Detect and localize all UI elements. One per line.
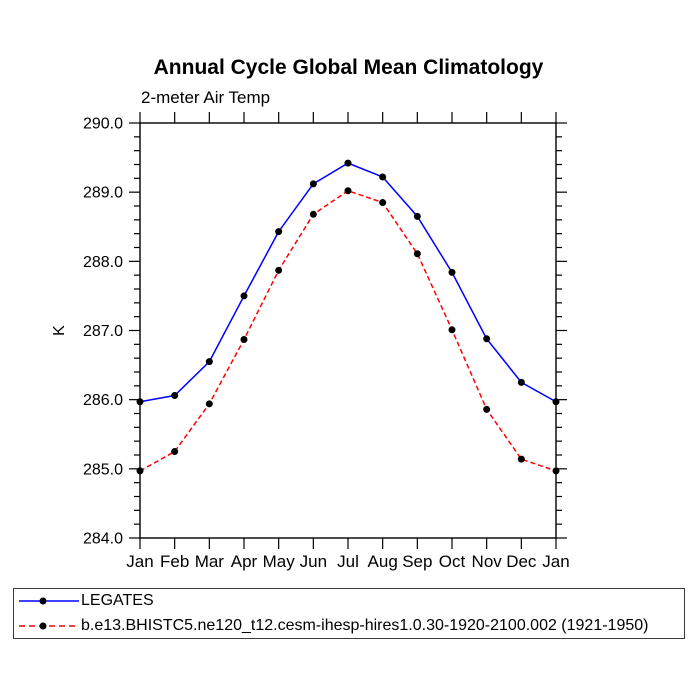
y-axis-title: K (51, 325, 68, 336)
data-point-marker (344, 187, 352, 195)
y-tick-label: 287.0 (83, 323, 123, 340)
x-tick-label: Apr (231, 552, 258, 571)
y-tick-label: 286.0 (83, 392, 123, 409)
x-tick-label: Jul (337, 552, 359, 571)
x-tick-label: Nov (472, 552, 503, 571)
legend-sample-blue-solid-line (19, 597, 79, 605)
y-tick-label: 285.0 (83, 461, 123, 478)
x-tick-label: Jan (126, 552, 153, 571)
legend-marker-dot (39, 622, 47, 630)
data-point-marker (205, 400, 213, 408)
chart-title: Annual Cycle Global Mean Climatology (153, 56, 544, 79)
data-point-marker (240, 292, 248, 300)
x-tick-label: Aug (368, 552, 398, 571)
legend-entry-legates: LEGATES (14, 589, 684, 614)
data-point-marker (171, 448, 179, 456)
data-point-marker (309, 180, 317, 188)
y-tick-label: 288.0 (83, 254, 123, 271)
plot-frame (139, 122, 557, 539)
legend-label-model: b.e13.BHISTC5.ne120_t12.cesm-ihesp-hires… (81, 616, 649, 634)
data-point-marker (552, 398, 560, 406)
data-point-marker (344, 159, 352, 167)
legend-label-legates: LEGATES (81, 592, 154, 610)
y-axis: 284.0 285.0 286.0 287.0 288.0 289.0 290.0 (83, 116, 567, 548)
legend-sample-red-dashed-line (19, 622, 79, 630)
data-point-marker (171, 392, 179, 400)
x-axis: Jan Feb Mar Apr May Jun Jul Aug Sep Oct Nov Dec Jan (126, 112, 570, 571)
data-point-marker (379, 173, 387, 181)
data-point-marker (413, 250, 421, 258)
series-0-legates (136, 159, 560, 406)
data-point-marker (517, 378, 525, 386)
legend-entry-model: b.e13.BHISTC5.ne120_t12.cesm-ihesp-hires… (14, 614, 684, 639)
chart-subtitle: 2-meter Air Temp (141, 88, 271, 107)
data-point-marker (483, 405, 491, 413)
data-point-marker (483, 335, 491, 343)
data-point-marker (379, 199, 387, 207)
series-line (139, 189, 557, 472)
y-tick-label: 290.0 (83, 116, 123, 133)
x-tick-label: Feb (160, 552, 189, 571)
plot-area: Jan Feb Mar Apr May Jun Jul Aug Sep Oct Nov Dec Jan2… (51, 112, 570, 571)
series-1-model (136, 187, 560, 475)
data-point-marker (448, 326, 456, 334)
x-tick-label: Jun (300, 552, 327, 571)
y-tick-label: 284.0 (83, 531, 123, 548)
x-tick-label: Jan (542, 552, 569, 571)
series-line (139, 162, 557, 403)
legend-marker-dot (39, 597, 47, 605)
data-point-marker (309, 210, 317, 218)
legend: LEGATES b.e13.BHISTC5.ne120_t12.cesm-ihe… (13, 588, 685, 639)
data-point-marker (136, 467, 144, 475)
data-point-marker (275, 266, 283, 274)
x-tick-label: Dec (506, 552, 537, 571)
data-point-marker (136, 398, 144, 406)
x-tick-label: May (263, 552, 296, 571)
data-point-marker (413, 212, 421, 220)
data-point-marker (517, 455, 525, 463)
data-point-marker (552, 467, 560, 475)
data-point-marker (448, 268, 456, 276)
x-tick-label: Oct (439, 552, 466, 571)
data-point-marker (240, 335, 248, 343)
data-point-marker (275, 228, 283, 236)
x-tick-label: Mar (195, 552, 225, 571)
x-tick-label: Sep (402, 552, 432, 571)
y-tick-label: 289.0 (83, 185, 123, 202)
data-point-marker (205, 358, 213, 366)
